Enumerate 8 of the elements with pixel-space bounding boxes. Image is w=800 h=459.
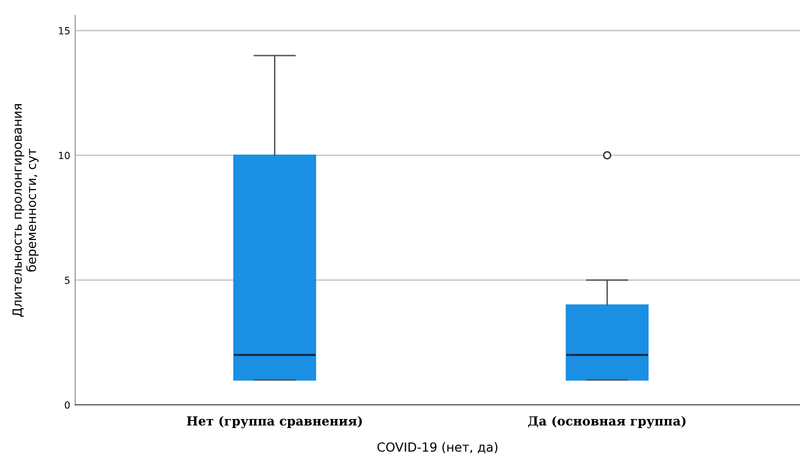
x-tick-label: Да (основная группа) xyxy=(528,416,686,428)
y-tick-label: 15 xyxy=(59,27,70,34)
y-axis-title: Длительность пролонгирования беременности, сут xyxy=(12,104,39,317)
y-tick-label: 10 xyxy=(59,152,70,160)
x-tick-label: Нет (группа сравнения) xyxy=(186,416,362,428)
y-tick-label: 0 xyxy=(64,401,70,409)
x-axis-title: COVID-19 (нет, да) xyxy=(377,442,498,454)
y-tick-label: 5 xyxy=(64,276,70,284)
